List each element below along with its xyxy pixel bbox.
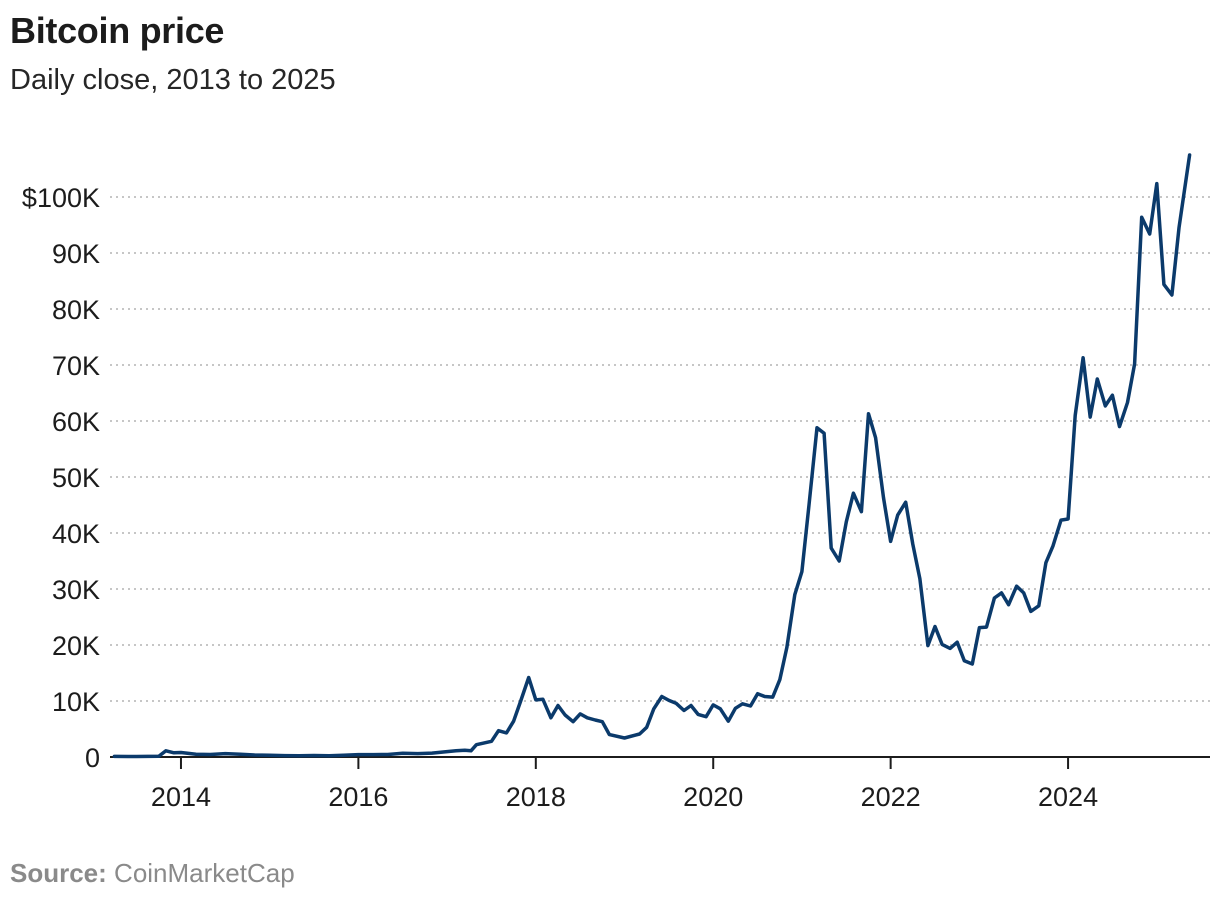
series-lines xyxy=(112,153,1192,759)
source-note: Source: CoinMarketCap xyxy=(10,858,295,889)
x-tick-label: 2018 xyxy=(506,782,566,812)
y-axis: 0 10K 20K 30K 40K 50K 60K 70K 80K 90K $100K xyxy=(22,183,100,773)
chart-subtitle: Daily close, 2013 to 2025 xyxy=(10,64,336,96)
y-tick-label: 30K xyxy=(52,575,100,605)
x-tick-label: 2022 xyxy=(861,782,921,812)
y-tick-label: 20K xyxy=(52,631,100,661)
y-tick-label: 50K xyxy=(52,463,100,493)
x-axis: 2014 2016 2018 2020 2022 2024 xyxy=(110,756,1210,812)
x-tick-label: 2020 xyxy=(683,782,743,812)
y-tick-label: 80K xyxy=(52,295,100,325)
y-tick-label: 70K xyxy=(52,351,100,381)
x-tick-label: 2024 xyxy=(1038,782,1098,812)
x-tick-label: 2016 xyxy=(328,782,388,812)
y-tick-label: 40K xyxy=(52,519,100,549)
y-tick-label: 60K xyxy=(52,407,100,437)
source-value: CoinMarketCap xyxy=(114,858,295,888)
series-line xyxy=(112,153,1192,759)
y-tick-label: $100K xyxy=(22,183,100,213)
y-tick-label: 10K xyxy=(52,687,100,717)
chart-title: Bitcoin price xyxy=(10,10,225,51)
y-tick-label: 90K xyxy=(52,239,100,269)
gridlines xyxy=(110,196,1210,702)
y-tick-label: 0 xyxy=(85,743,100,773)
source-label: Source: xyxy=(10,858,107,888)
x-tick-label: 2014 xyxy=(151,782,211,812)
